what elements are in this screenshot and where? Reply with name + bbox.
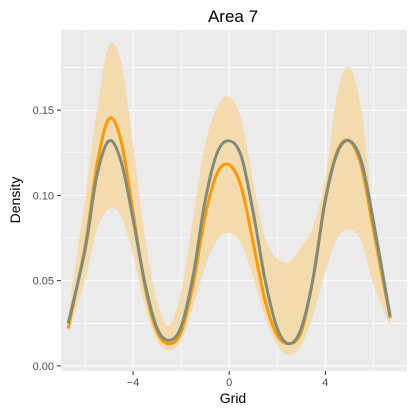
x-tick-label: 0 [226, 377, 232, 389]
y-axis-label: Density [7, 177, 23, 224]
x-tick-label: 4 [322, 377, 328, 389]
y-tick-label: 0.05 [33, 276, 54, 288]
series-layer [66, 42, 392, 356]
y-tick-label: 0.15 [33, 105, 54, 117]
y-tick-label: 0.00 [33, 361, 54, 373]
x-tick-label: −4 [127, 377, 140, 389]
x-axis-label: Grid [220, 390, 246, 406]
y-axis: 0.00 0.05 0.10 0.15 [33, 105, 61, 373]
y-tick-label: 0.10 [33, 190, 54, 202]
x-axis: −4 0 4 [127, 371, 328, 389]
chart-title: Area 7 [208, 7, 258, 26]
confidence-band [68, 42, 391, 356]
truth-line [66, 139, 392, 346]
